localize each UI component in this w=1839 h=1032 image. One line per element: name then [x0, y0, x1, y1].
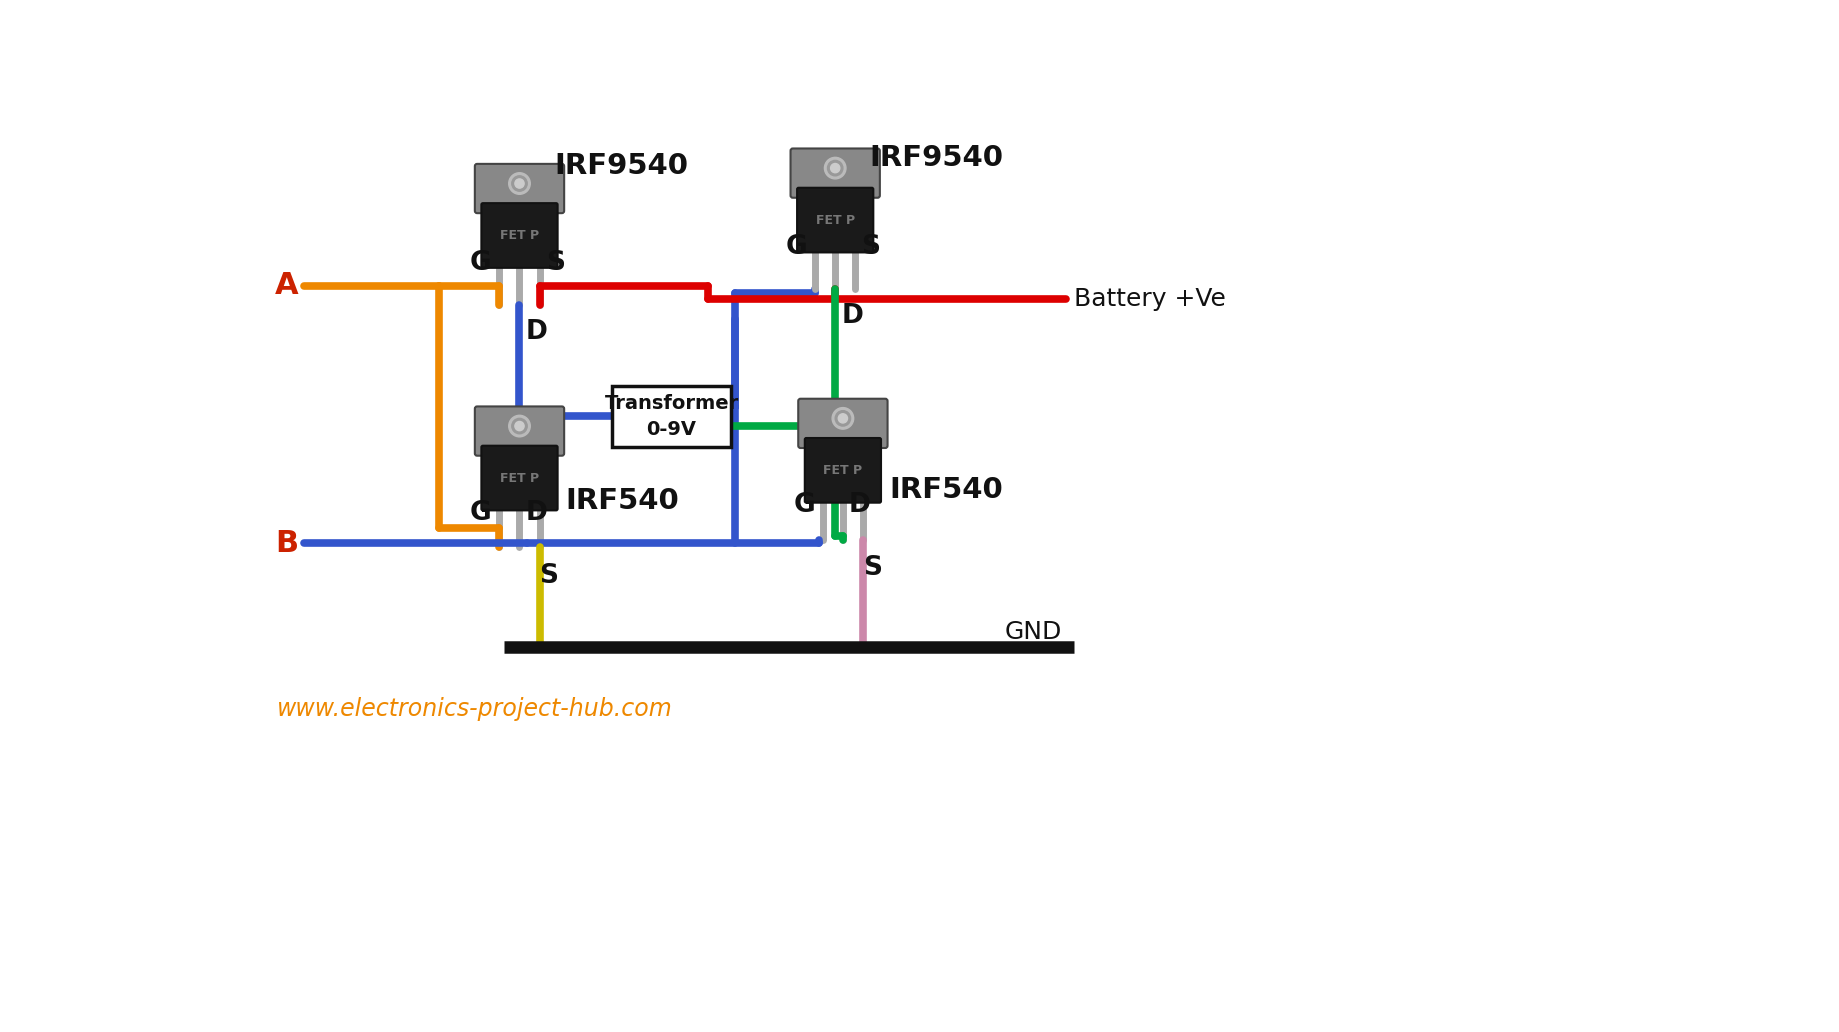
Text: G: G	[793, 492, 815, 518]
Text: Transformer
0-9V: Transformer 0-9V	[605, 393, 737, 440]
Text: IRF540: IRF540	[565, 487, 679, 515]
Text: G: G	[469, 250, 491, 276]
Circle shape	[835, 411, 850, 426]
Text: IRF9540: IRF9540	[554, 152, 688, 181]
Circle shape	[511, 418, 528, 433]
Text: IRF540: IRF540	[888, 476, 1002, 504]
Text: G: G	[785, 234, 807, 260]
Text: Battery +Ve: Battery +Ve	[1074, 287, 1225, 312]
FancyBboxPatch shape	[804, 438, 881, 503]
FancyBboxPatch shape	[482, 446, 557, 511]
Circle shape	[831, 408, 853, 429]
FancyBboxPatch shape	[796, 188, 874, 253]
FancyBboxPatch shape	[482, 203, 557, 268]
FancyBboxPatch shape	[474, 164, 565, 214]
Text: S: S	[861, 234, 879, 260]
Text: GND: GND	[1004, 620, 1061, 644]
Text: G: G	[469, 499, 491, 525]
FancyBboxPatch shape	[791, 149, 879, 198]
Circle shape	[515, 179, 524, 188]
Text: S: S	[539, 562, 559, 588]
Text: www.electronics-project-hub.com: www.electronics-project-hub.com	[278, 697, 673, 721]
Text: S: S	[862, 555, 881, 581]
Circle shape	[508, 415, 530, 437]
Text: FET P: FET P	[815, 214, 855, 227]
Circle shape	[839, 414, 848, 423]
Circle shape	[829, 163, 839, 172]
Circle shape	[511, 175, 528, 191]
Text: FET P: FET P	[822, 463, 862, 477]
Text: IRF9540: IRF9540	[870, 144, 1004, 172]
Text: B: B	[276, 529, 298, 558]
Text: D: D	[526, 499, 548, 525]
Circle shape	[828, 160, 842, 175]
Text: D: D	[848, 492, 870, 518]
Circle shape	[515, 421, 524, 430]
Text: D: D	[840, 303, 862, 329]
Text: S: S	[546, 250, 565, 276]
Text: D: D	[526, 319, 548, 345]
Circle shape	[508, 172, 530, 194]
FancyBboxPatch shape	[474, 407, 565, 456]
FancyBboxPatch shape	[798, 398, 886, 448]
Text: FET P: FET P	[500, 472, 539, 485]
Text: A: A	[276, 271, 298, 300]
Text: FET P: FET P	[500, 229, 539, 241]
Circle shape	[824, 157, 846, 179]
FancyBboxPatch shape	[612, 386, 730, 447]
